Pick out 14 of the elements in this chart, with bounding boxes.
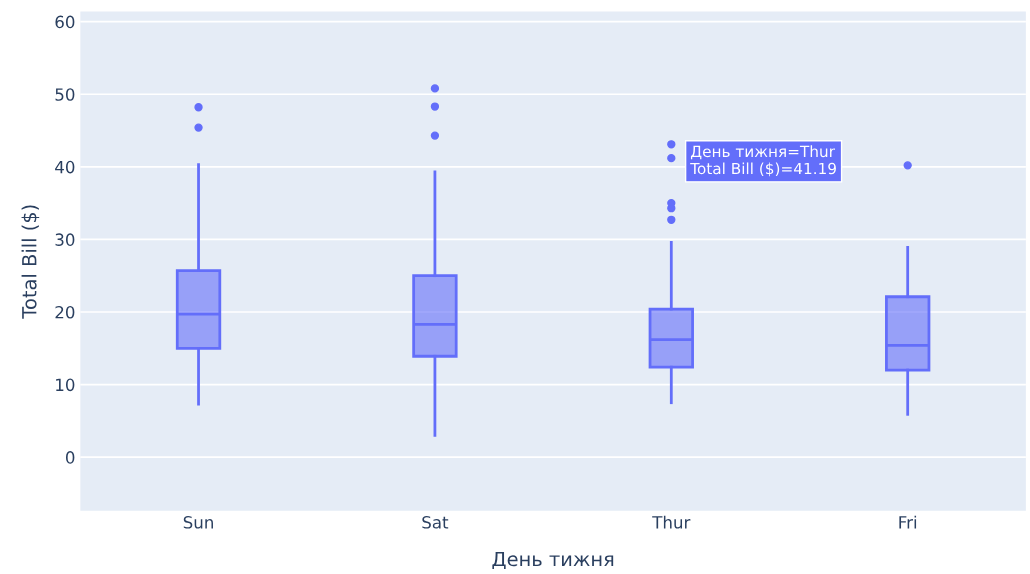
y-tick-label: 30 [55, 233, 75, 246]
x-tick-label: Sat [422, 516, 449, 529]
y-tick-label: 40 [55, 160, 75, 174]
x-tick-label: Sun [183, 516, 213, 529]
y-tick-label: 10 [56, 378, 75, 392]
x-tick-label: Fri [899, 515, 917, 529]
x-axis-title: День тижня [492, 551, 614, 570]
x-tick-label: Thur [652, 515, 691, 529]
annotation: День тижня=Thur Total Bill ($)=41.19 [690, 145, 836, 177]
y-tick-label: 0 [65, 451, 75, 464]
y-axis-title: Total Bill ($) [21, 205, 40, 319]
y-tick-label: 50 [55, 88, 75, 101]
y-tick-label: 20 [55, 305, 75, 319]
y-tick-label: 60 [55, 15, 75, 29]
